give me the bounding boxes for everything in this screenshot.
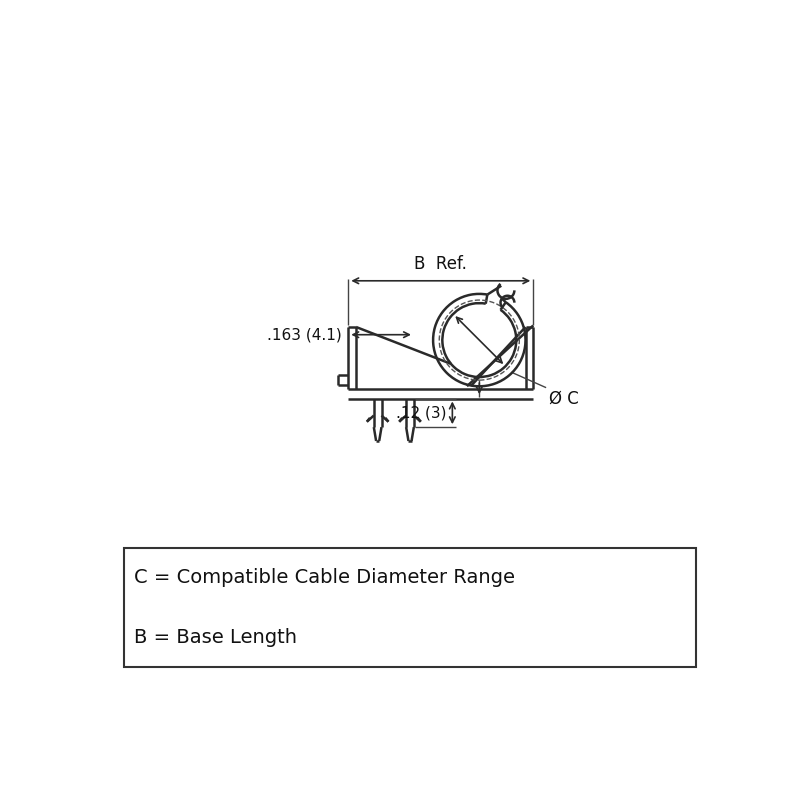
Text: B  Ref.: B Ref.	[414, 255, 467, 273]
Text: B = Base Length: B = Base Length	[134, 628, 298, 647]
Bar	[123, 548, 697, 667]
Text: .163 (4.1): .163 (4.1)	[267, 327, 342, 342]
Text: .12 (3): .12 (3)	[396, 406, 446, 420]
Text: Ø C: Ø C	[549, 389, 579, 407]
Text: C = Compatible Cable Diameter Range: C = Compatible Cable Diameter Range	[134, 568, 515, 587]
